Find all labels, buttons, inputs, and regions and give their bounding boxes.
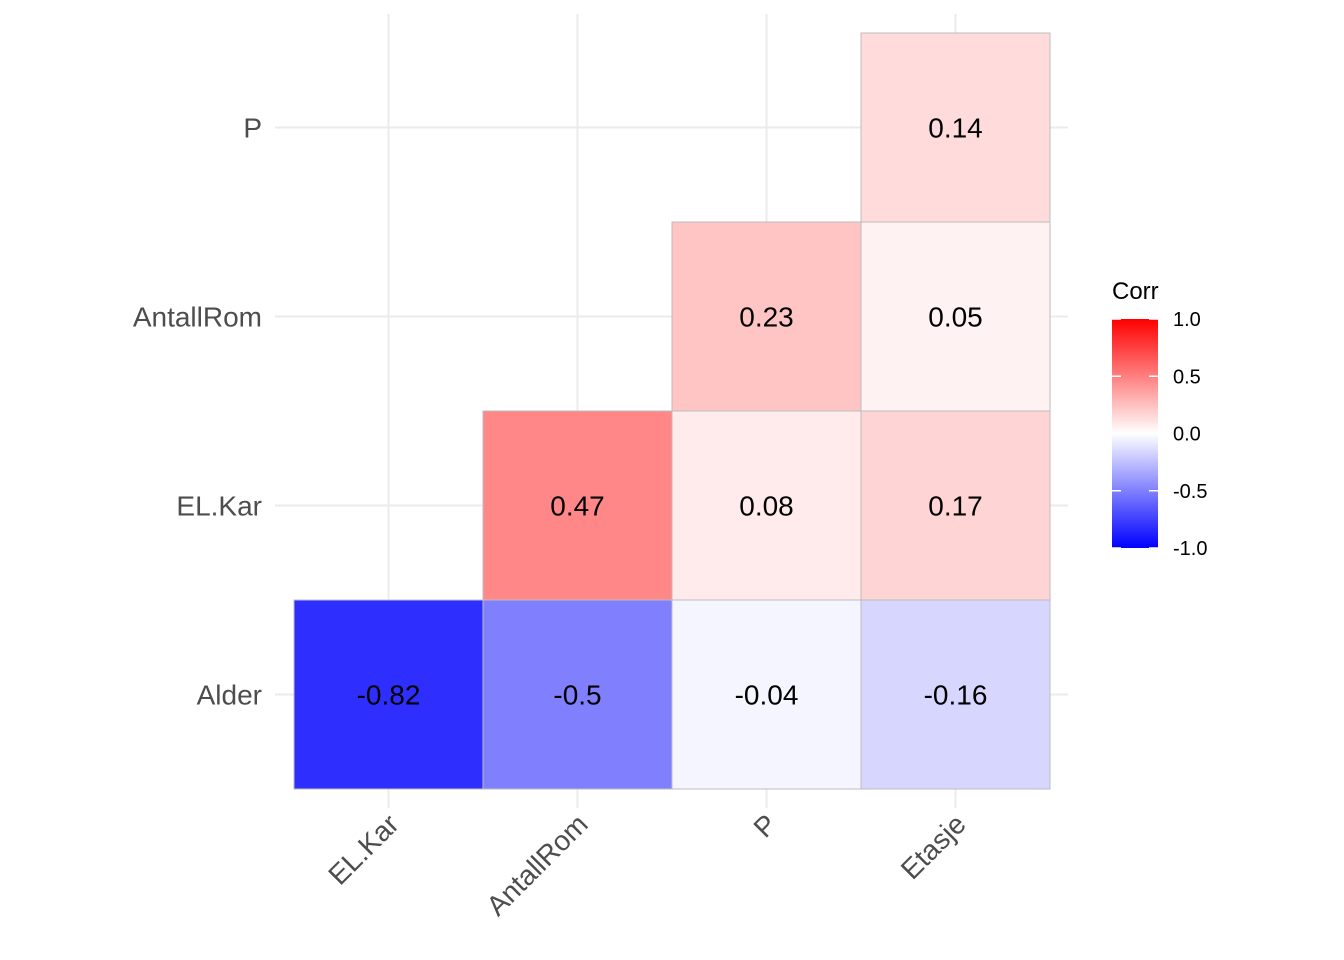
heatmap-cell [671, 410, 862, 601]
cell-value-label: 0.17 [928, 491, 983, 522]
x-tick-label: AntallRom [480, 808, 593, 921]
x-tick-label: Etasje [895, 808, 972, 885]
legend-tick-label: 0.5 [1173, 366, 1201, 388]
cell-value-label: -0.16 [924, 680, 988, 711]
legend-title: Corr [1112, 278, 1159, 305]
cell-value-label: -0.04 [735, 680, 799, 711]
cell-value-label: 0.23 [739, 302, 794, 333]
heatmap-cell [293, 599, 484, 790]
heatmap-cell [860, 221, 1051, 412]
cell-value-label: -0.82 [357, 680, 421, 711]
heatmap-cell [482, 599, 673, 790]
heatmap-cells: -0.82 -0.5 -0.04 -0.16 0.47 0.08 0.17 0.23 0.05 0… [293, 32, 1051, 790]
y-tick-label: EL.Kar [176, 491, 262, 522]
heatmap-cell [860, 32, 1051, 223]
cell-value-label: 0.05 [928, 302, 983, 333]
cell-value-label: 0.14 [928, 113, 983, 144]
color-legend: Corr 1.0 0.5 0.0 -0.5 -1.0 [1112, 278, 1207, 560]
heatmap-cell [671, 221, 862, 412]
x-tick-label: EL.Kar [322, 808, 404, 890]
legend-tick-label: -1.0 [1173, 538, 1207, 560]
cell-value-label: 0.08 [739, 491, 794, 522]
y-tick-label: Alder [197, 680, 262, 711]
y-tick-label: AntallRom [133, 302, 262, 333]
legend-tick-label: 1.0 [1173, 309, 1201, 331]
heatmap-cell [671, 599, 862, 790]
legend-tick-label: -0.5 [1173, 481, 1207, 503]
x-tick-label: P [748, 808, 783, 843]
heatmap-cell [860, 599, 1051, 790]
legend-tick-label: 0.0 [1173, 424, 1201, 446]
y-tick-label: P [243, 113, 262, 144]
cell-value-label: 0.47 [550, 491, 605, 522]
cell-value-label: -0.5 [553, 680, 601, 711]
